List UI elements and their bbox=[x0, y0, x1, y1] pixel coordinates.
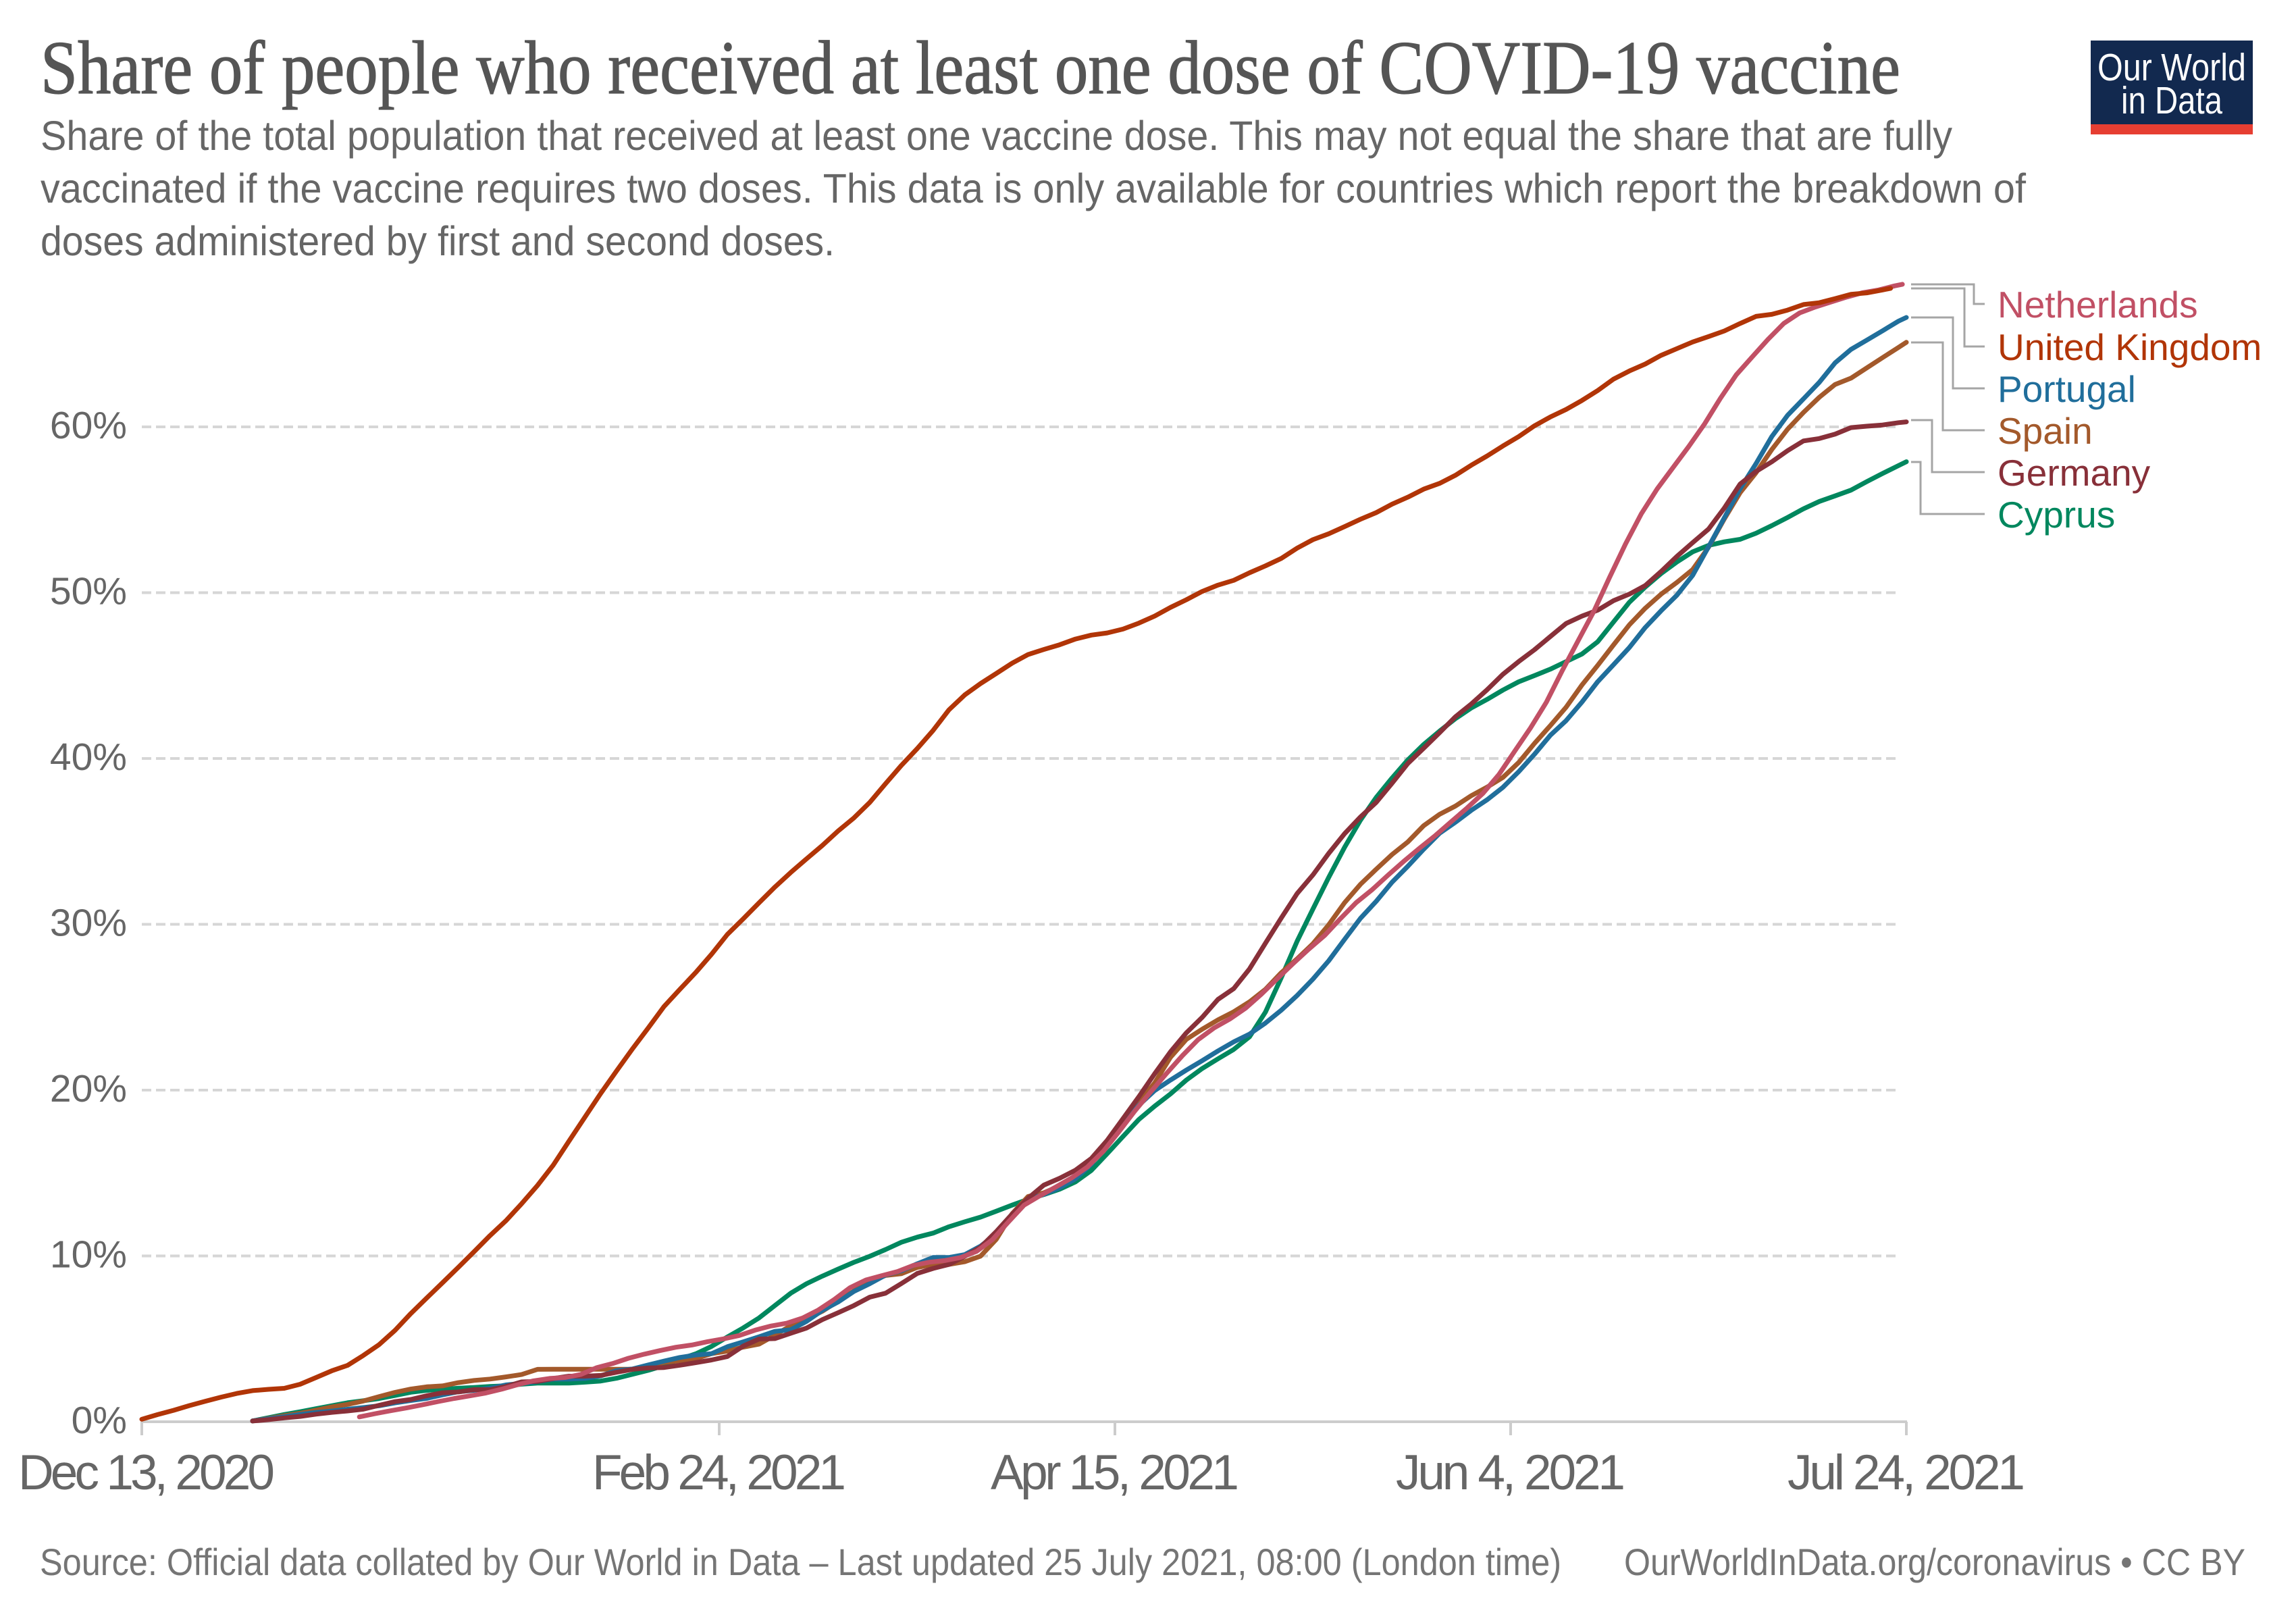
svg-text:Source: Official data collated: Source: Official data collated by Our Wo… bbox=[40, 1541, 1561, 1583]
svg-text:Spain: Spain bbox=[1998, 410, 2093, 452]
svg-text:Netherlands: Netherlands bbox=[1998, 284, 2198, 326]
svg-text:Dec 13, 2020: Dec 13, 2020 bbox=[18, 1445, 275, 1500]
svg-text:Feb 24, 2021: Feb 24, 2021 bbox=[592, 1445, 846, 1500]
svg-text:United Kingdom: United Kingdom bbox=[1998, 326, 2262, 368]
svg-text:60%: 60% bbox=[50, 404, 127, 447]
svg-text:30%: 30% bbox=[50, 902, 127, 945]
svg-text:Cyprus: Cyprus bbox=[1998, 494, 2115, 536]
svg-text:10%: 10% bbox=[50, 1233, 127, 1277]
svg-text:in Data: in Data bbox=[2121, 79, 2222, 122]
svg-text:doses administered by first an: doses administered by first and second d… bbox=[41, 218, 835, 264]
svg-text:Apr 15, 2021: Apr 15, 2021 bbox=[991, 1445, 1239, 1500]
svg-text:vaccinated if the vaccine requ: vaccinated if the vaccine requires two d… bbox=[41, 165, 2027, 211]
svg-text:OurWorldInData.org/coronavirus: OurWorldInData.org/coronavirus • CC BY bbox=[1624, 1541, 2245, 1583]
svg-text:Our World: Our World bbox=[2097, 46, 2246, 89]
svg-text:20%: 20% bbox=[50, 1067, 127, 1110]
svg-text:Portugal: Portugal bbox=[1998, 368, 2136, 410]
svg-text:Share of the total population: Share of the total population that recei… bbox=[41, 113, 1952, 159]
svg-text:0%: 0% bbox=[72, 1399, 127, 1442]
svg-text:Jul 24, 2021: Jul 24, 2021 bbox=[1788, 1445, 2025, 1500]
svg-text:Jun 4, 2021: Jun 4, 2021 bbox=[1396, 1445, 1625, 1500]
svg-text:50%: 50% bbox=[50, 570, 127, 613]
svg-text:40%: 40% bbox=[50, 736, 127, 779]
svg-text:Germany: Germany bbox=[1998, 452, 2151, 494]
svg-text:Share of people who received a: Share of people who received at least on… bbox=[41, 26, 1900, 110]
